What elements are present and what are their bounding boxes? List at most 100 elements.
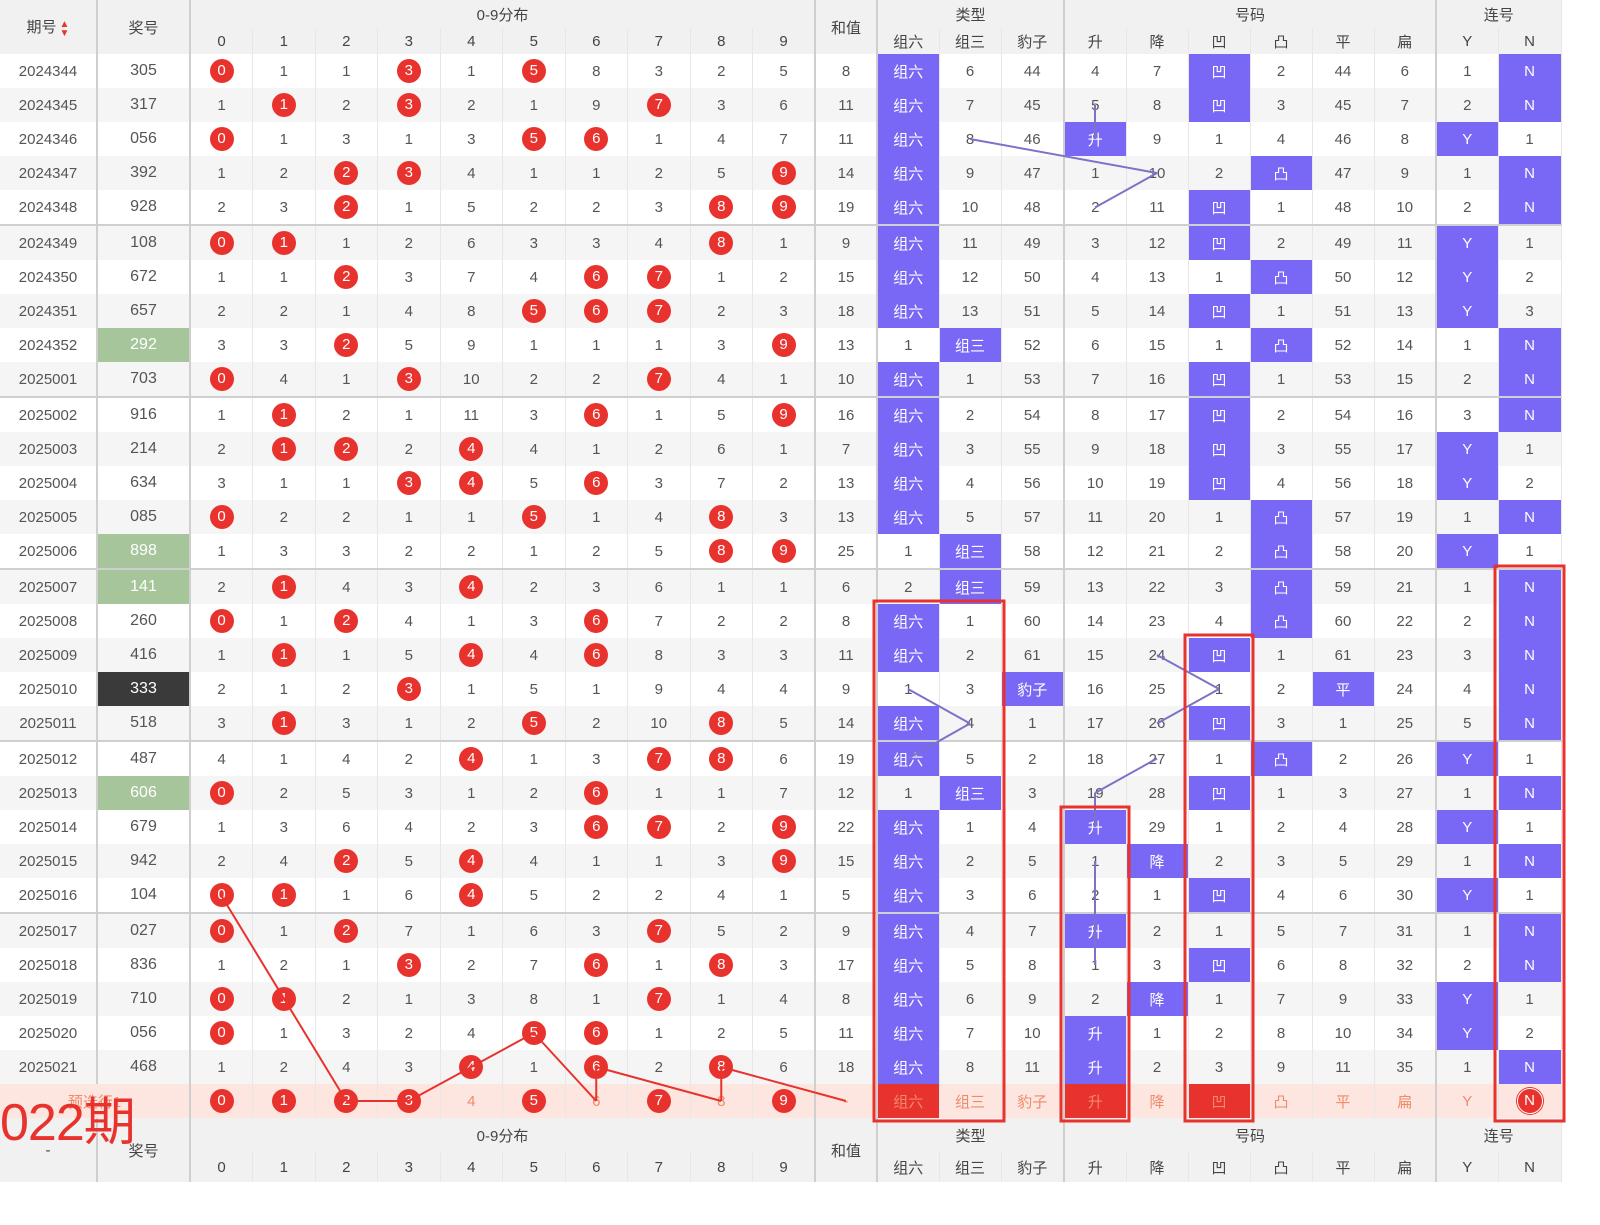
unselected-y[interactable]: Y [1462, 1092, 1473, 1110]
selected-digit-ball[interactable]: 0 [209, 1089, 234, 1113]
sum-value: 9 [815, 672, 878, 706]
number-hit-cell: 凹 [1188, 948, 1251, 982]
unselected-digit[interactable]: 4 [467, 1092, 476, 1110]
selected-digit-ball[interactable]: 1 [271, 1089, 296, 1113]
distribution-cell: 1 [252, 122, 316, 156]
selected-digit-ball[interactable]: 2 [334, 1089, 359, 1113]
distribution-cell: 2 [502, 190, 566, 225]
miss-count: 1 [342, 474, 351, 492]
type-hit-cell: 组三 [939, 568, 1002, 604]
distribution-cell: 7 [752, 122, 816, 156]
prediction-consecutive[interactable]: N [1498, 1084, 1562, 1118]
number-cell: 21 [1374, 568, 1437, 604]
unselected-digit[interactable]: 6 [592, 1092, 601, 1110]
footer-type: 类型 [877, 1118, 1065, 1152]
sum-value: 15 [815, 260, 878, 294]
distribution-cell: 9 [752, 810, 816, 844]
prediction-number[interactable]: 凹 [1188, 1084, 1251, 1118]
number-subheader: 升 [1064, 28, 1127, 54]
number-cell: 2 [1126, 1050, 1189, 1084]
distribution-cell: 9 [752, 844, 816, 878]
prediction-digit[interactable]: 6 [565, 1084, 628, 1118]
consecutive-cell: 1 [1436, 500, 1499, 534]
miss-count: 4 [779, 680, 788, 698]
prediction-type[interactable]: 豹子 [1001, 1084, 1065, 1118]
hit-ball: 3 [396, 93, 421, 117]
distribution-cell: 1 [377, 122, 441, 156]
distribution-cell: 7 [627, 88, 691, 122]
table-row: 2025005 085 0 2 2 1 1 5 1 4 8 3 13 组六 5 57 11 20 1 凸 57 19 1 N [0, 500, 1562, 534]
selected-n-ball[interactable]: N [1516, 1088, 1543, 1114]
hit-ball: 4 [459, 883, 484, 907]
hit-ball: 2 [334, 919, 359, 943]
miss-count: 2 [467, 96, 476, 114]
number-cell: 12 [1064, 534, 1127, 569]
miss-count: 5 [404, 852, 413, 870]
hit-ball: 1 [271, 403, 296, 427]
selected-digit-ball[interactable]: 3 [396, 1089, 421, 1113]
selected-digit-ball[interactable]: 9 [771, 1089, 796, 1113]
prediction-number[interactable]: 升 [1064, 1084, 1127, 1118]
prediction-number[interactable]: 平 [1312, 1084, 1375, 1118]
distribution-cell: 1 [315, 362, 378, 397]
prediction-digit[interactable]: 1 [252, 1084, 316, 1118]
column-header-issue[interactable]: 期号 ▲ ▼ [0, 0, 98, 54]
selected-digit-ball[interactable]: 7 [646, 1089, 671, 1113]
award-number: 056 [97, 1016, 191, 1050]
table-row: 2024350 672 1 1 2 3 7 4 6 7 1 2 15 组六 12 50 4 13 1 凸 50 12 Y 2 [0, 260, 1562, 294]
number-cell: 52 [1312, 328, 1375, 362]
award-number: 898 [97, 534, 191, 569]
prediction-digit[interactable]: 8 [690, 1084, 753, 1118]
prediction-digit[interactable]: 7 [627, 1084, 691, 1118]
number-cell: 2 [1064, 878, 1127, 913]
prediction-number[interactable]: 凸 [1250, 1084, 1313, 1118]
award-number: 634 [97, 466, 191, 500]
consecutive-cell: 1 [1498, 534, 1562, 569]
distribution-cell: 1 [190, 156, 253, 190]
prediction-digit[interactable]: 2 [315, 1084, 378, 1118]
number-cell: 17 [1126, 396, 1189, 432]
number-cell: 1 [1188, 260, 1251, 294]
prediction-digit[interactable]: 0 [190, 1084, 253, 1118]
miss-count: 1 [592, 508, 601, 526]
type-hit-cell: 组六 [877, 1016, 940, 1050]
prediction-number[interactable]: 降 [1126, 1084, 1189, 1118]
distribution-cell: 0 [190, 500, 253, 534]
hit-ball: 2 [334, 437, 359, 461]
sort-arrows-icon[interactable]: ▲ ▼ [59, 18, 70, 39]
miss-count: 6 [779, 1058, 788, 1076]
prediction-digit[interactable]: 5 [502, 1084, 566, 1118]
distribution-cell: 1 [252, 912, 316, 948]
distribution-cell: 2 [252, 294, 316, 328]
prediction-digit[interactable]: 3 [377, 1084, 441, 1118]
selected-digit-ball[interactable]: 5 [521, 1089, 546, 1113]
issue-number: 2025017 [0, 912, 98, 948]
prediction-type[interactable]: 组三 [939, 1084, 1002, 1118]
prediction-digit[interactable]: 9 [752, 1084, 816, 1118]
prediction-digit[interactable]: 4 [440, 1084, 503, 1118]
distribution-cell: 7 [502, 948, 566, 982]
prediction-number[interactable]: 扁 [1374, 1084, 1437, 1118]
number-cell: 1 [1188, 328, 1251, 362]
number-cell: 29 [1374, 844, 1437, 878]
table-row: 2025004 634 3 1 1 3 4 5 6 3 7 2 13 组六 4 56 10 19 凹 4 56 18 Y 2 [0, 466, 1562, 500]
miss-count: 2 [529, 784, 538, 802]
prediction-consecutive[interactable]: Y [1436, 1084, 1499, 1118]
miss-count: 4 [342, 1058, 351, 1076]
distribution-cell: 1 [252, 568, 316, 604]
sum-value: 14 [815, 156, 878, 190]
consecutive-cell: 1 [1436, 912, 1499, 948]
number-cell: 2 [1188, 844, 1251, 878]
hit-ball: 5 [521, 59, 546, 83]
number-cell: 30 [1374, 878, 1437, 913]
table-row: 2024344 305 0 1 1 3 1 5 8 3 2 5 8 组六 6 44 4 7 凹 2 44 6 1 N [0, 54, 1562, 88]
unselected-digit[interactable]: 8 [717, 1092, 726, 1110]
prediction-type[interactable]: 组六 [877, 1084, 940, 1118]
distribution-cell: 3 [315, 1016, 378, 1050]
hit-ball: 1 [271, 643, 296, 667]
hit-ball: 0 [209, 59, 234, 83]
distribution-cell: 1 [440, 500, 503, 534]
prediction-row[interactable]: 预选行1 0 1 2 3 4 5 6 7 8 9- 组六 组三 豹子升降凹凸平扁 Y N [0, 1084, 1562, 1118]
hit-ball: 4 [459, 575, 484, 599]
distribution-cell: 6 [565, 260, 628, 294]
